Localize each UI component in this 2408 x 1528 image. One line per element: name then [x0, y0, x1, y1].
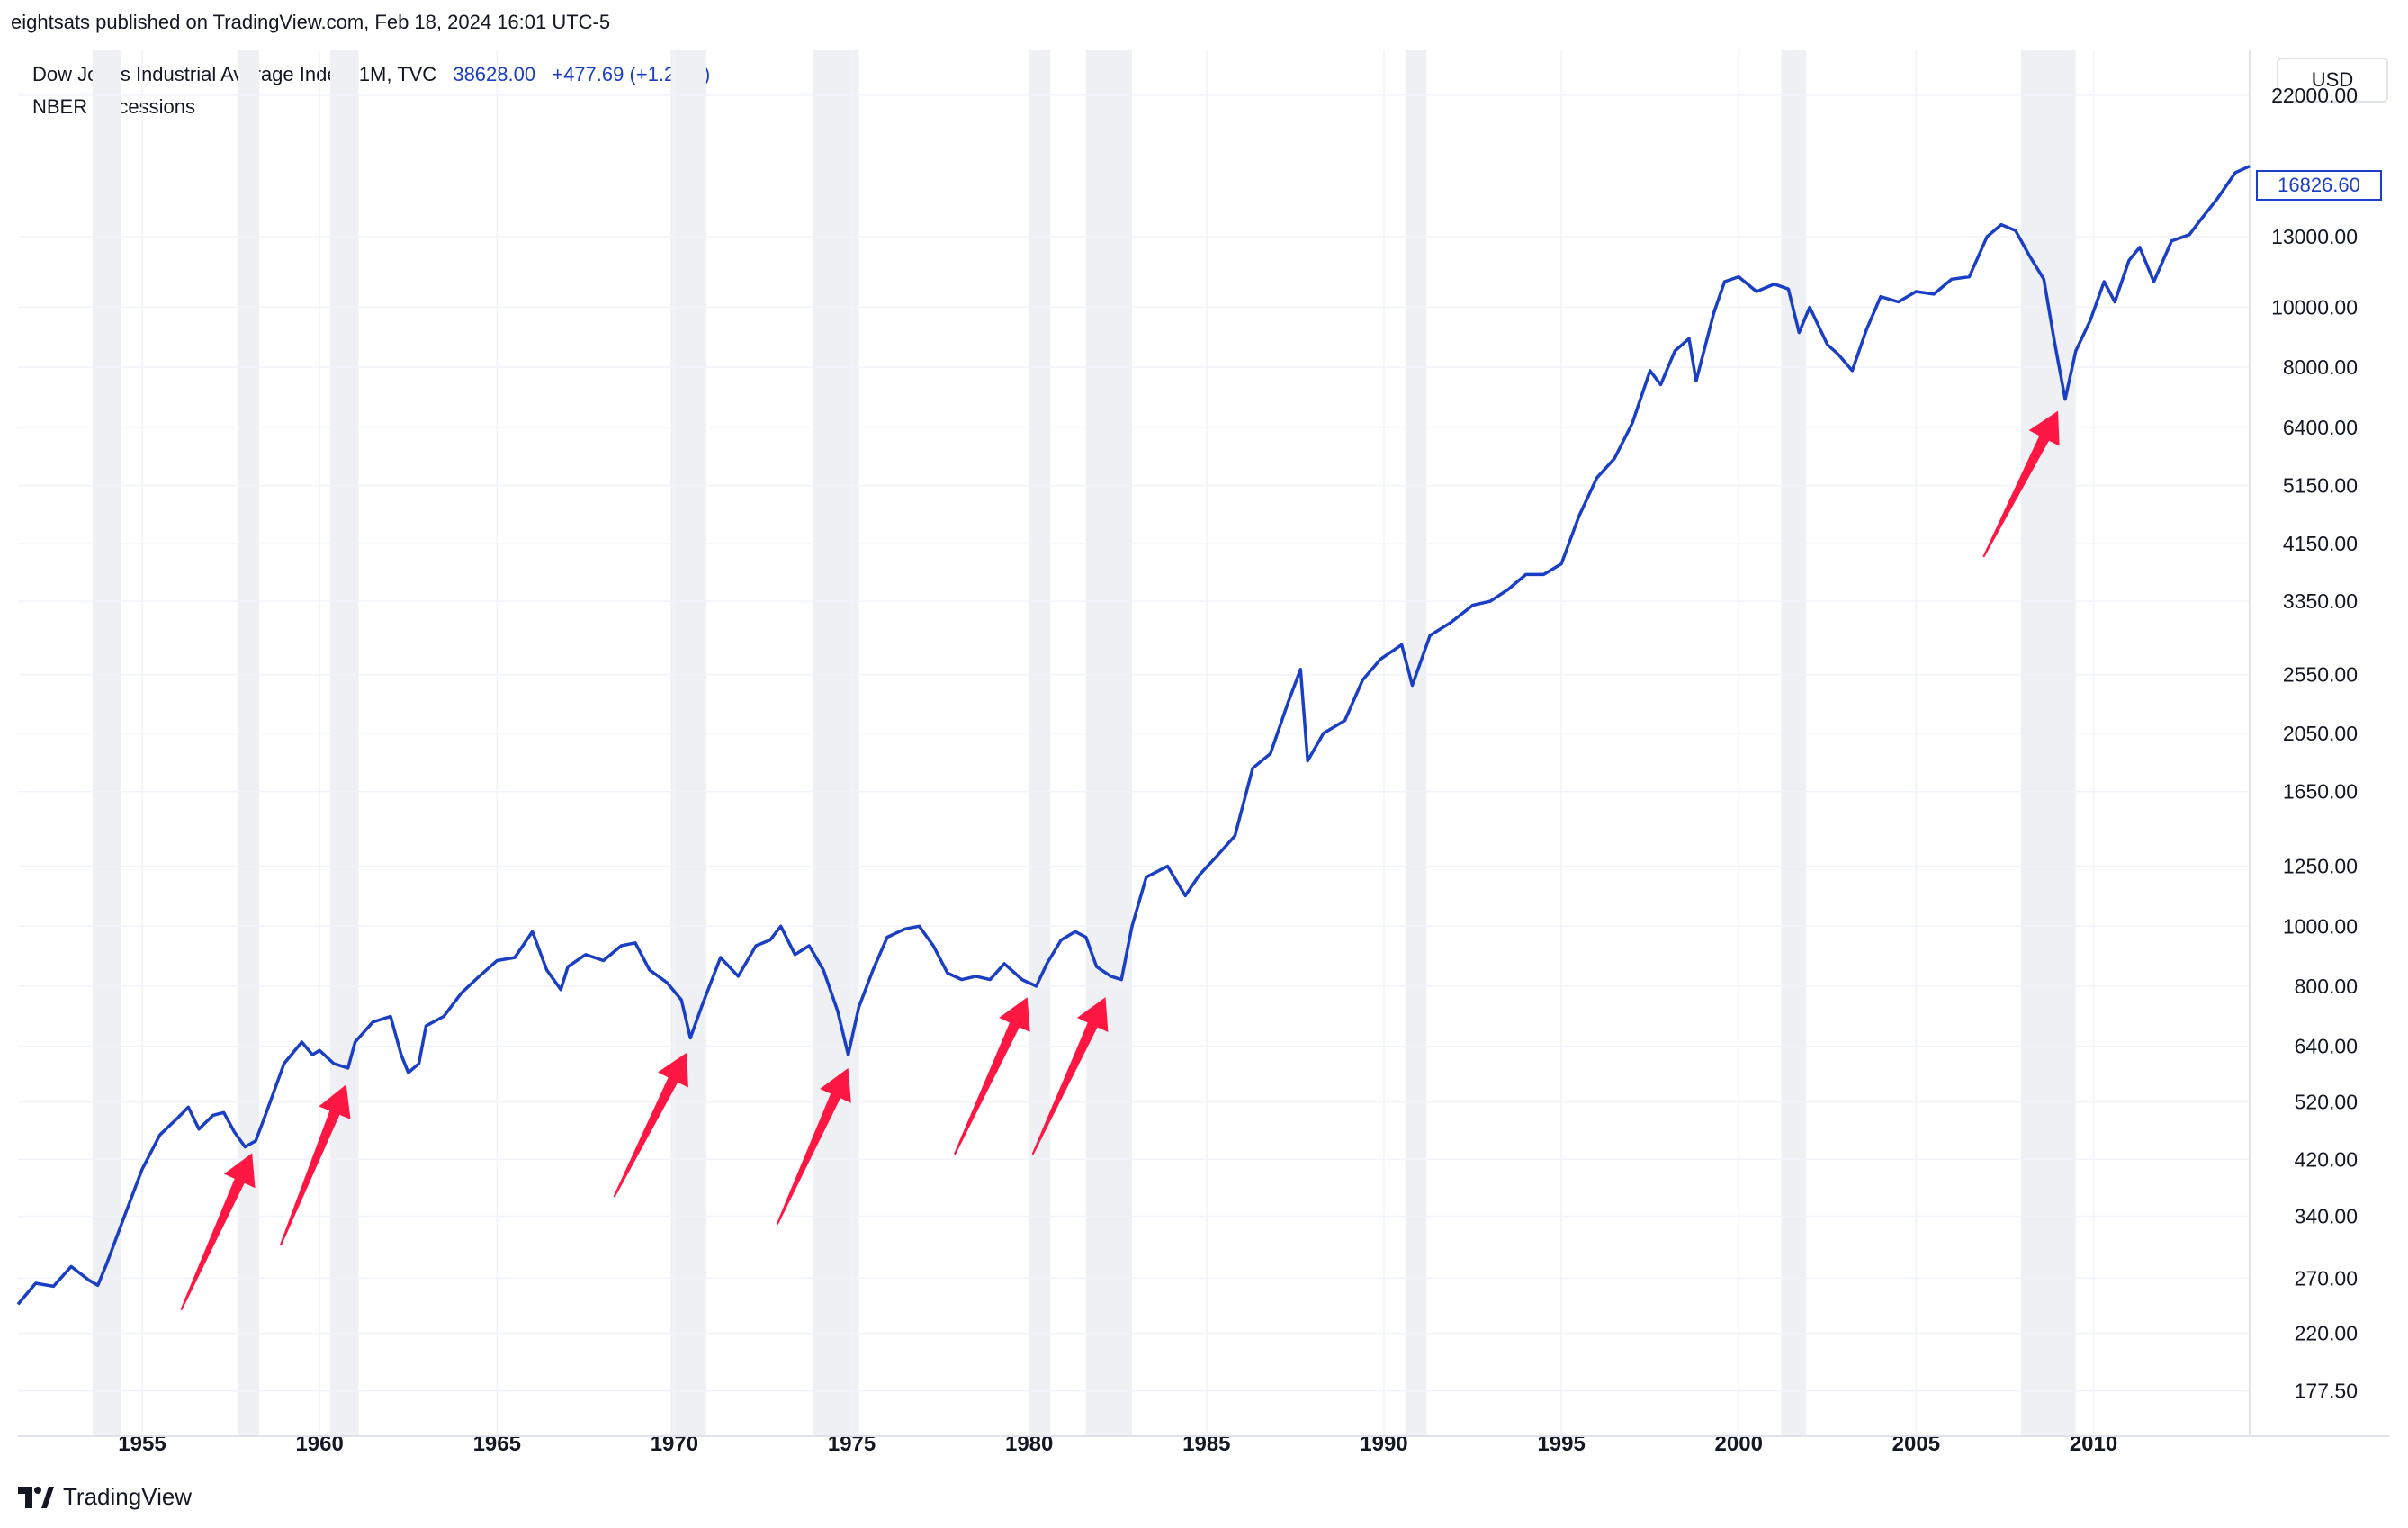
recession-band: [670, 50, 706, 1436]
y-axis-tick-label: 640.00: [2295, 1035, 2358, 1058]
y-axis-tick-label: 270.00: [2295, 1266, 2358, 1290]
y-axis-tick-label: 3350.00: [2283, 589, 2358, 613]
y-axis-tick-label: 1650.00: [2283, 780, 2358, 804]
annotation-arrow: [776, 1067, 851, 1225]
y-axis-tick-label: 2050.00: [2283, 722, 2358, 745]
currency-button[interactable]: USD: [2277, 58, 2388, 103]
last-price: 38628.00: [453, 63, 536, 85]
recession-band: [1781, 50, 1807, 1436]
y-axis-tick-label: 5150.00: [2283, 474, 2358, 498]
recession-band: [1029, 50, 1051, 1436]
annotation-arrow: [954, 997, 1030, 1155]
y-axis-tick-label: 10000.00: [2271, 295, 2358, 319]
y-axis-tick-label: 220.00: [2295, 1322, 2358, 1345]
y-axis-tick-label: 2550.00: [2283, 663, 2358, 687]
tradingview-logo[interactable]: TradingView: [18, 1483, 192, 1511]
y-axis-tick-label: 8000.00: [2283, 355, 2358, 379]
y-axis-tick-label: 800.00: [2295, 975, 2358, 998]
brand-name: TradingView: [63, 1483, 193, 1510]
y-axis-tick-label: 6400.00: [2283, 416, 2358, 439]
y-axis-tick-label: 4150.00: [2283, 532, 2358, 555]
recession-band: [2020, 50, 2076, 1436]
y-axis-tick-label: 22000.00: [2271, 84, 2358, 107]
annotation-arrow: [1982, 410, 2060, 558]
recession-band: [92, 50, 121, 1436]
y-axis-tick-label: 340.00: [2295, 1205, 2358, 1228]
y-axis-tick-label: 520.00: [2295, 1091, 2358, 1114]
last-price-label: 16826.60: [2256, 170, 2382, 201]
y-axis-tick-label: 420.00: [2295, 1147, 2358, 1171]
annotation-arrow: [1031, 997, 1109, 1155]
recession-band: [1085, 50, 1133, 1436]
tradingview-logo-icon: [18, 1486, 54, 1508]
y-axis-tick-label: 1250.00: [2283, 855, 2358, 878]
recession-band: [1405, 50, 1427, 1436]
annotation-arrow: [180, 1153, 256, 1310]
publisher-attribution: eightsats published on TradingView.com, …: [11, 11, 611, 33]
recession-band: [238, 50, 260, 1436]
y-axis-tick-label: 13000.00: [2271, 225, 2358, 248]
y-axis-tick-label: 1000.00: [2283, 914, 2358, 938]
annotation-arrow: [613, 1052, 688, 1198]
djia-price-line[interactable]: [16, 165, 2251, 1306]
y-axis-tick-label: 177.50: [2295, 1380, 2358, 1403]
recession-band: [329, 50, 359, 1436]
annotation-arrow: [279, 1084, 351, 1246]
